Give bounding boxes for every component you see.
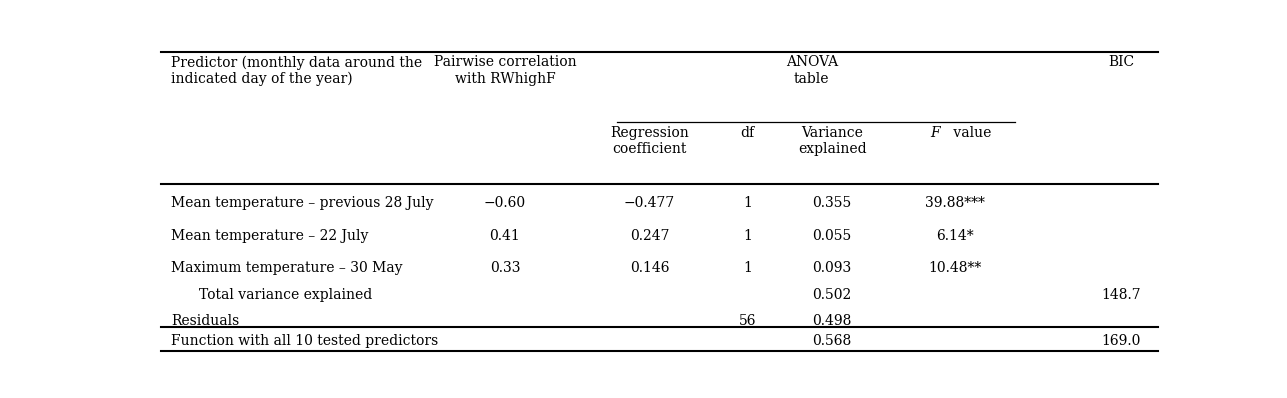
Text: 0.247: 0.247 — [629, 228, 669, 242]
Text: ANOVA
table: ANOVA table — [785, 55, 838, 86]
Text: df: df — [740, 126, 754, 140]
Text: BIC: BIC — [1108, 55, 1134, 69]
Text: 0.146: 0.146 — [629, 261, 669, 275]
Text: 148.7: 148.7 — [1102, 288, 1142, 302]
Text: Residuals: Residuals — [171, 314, 239, 328]
Text: −0.477: −0.477 — [624, 196, 676, 211]
Text: Mean temperature – previous 28 July: Mean temperature – previous 28 July — [171, 196, 434, 211]
Text: Regression
coefficient: Regression coefficient — [610, 126, 689, 156]
Text: Predictor (monthly data around the
indicated day of the year): Predictor (monthly data around the indic… — [171, 55, 422, 86]
Text: 1: 1 — [743, 228, 752, 242]
Text: Total variance explained: Total variance explained — [198, 288, 372, 302]
Text: 39.88***: 39.88*** — [925, 196, 985, 211]
Text: 0.355: 0.355 — [812, 196, 852, 211]
Text: 1: 1 — [743, 196, 752, 211]
Text: 6.14*: 6.14* — [936, 228, 974, 242]
Text: 0.093: 0.093 — [812, 261, 852, 275]
Text: Maximum temperature – 30 May: Maximum temperature – 30 May — [171, 261, 403, 275]
Text: 0.498: 0.498 — [812, 314, 852, 328]
Text: 10.48**: 10.48** — [928, 261, 982, 275]
Text: Variance
explained: Variance explained — [798, 126, 866, 156]
Text: 0.568: 0.568 — [812, 334, 852, 348]
Text: −0.60: −0.60 — [484, 196, 526, 211]
Text: value: value — [949, 126, 991, 140]
Text: F: F — [931, 126, 940, 140]
Text: Pairwise correlation
with RWhighF: Pairwise correlation with RWhighF — [434, 55, 577, 86]
Text: 169.0: 169.0 — [1102, 334, 1142, 348]
Text: Mean temperature – 22 July: Mean temperature – 22 July — [171, 228, 368, 242]
Text: 0.41: 0.41 — [489, 228, 520, 242]
Text: 0.33: 0.33 — [490, 261, 520, 275]
Text: 0.055: 0.055 — [812, 228, 852, 242]
Text: 56: 56 — [739, 314, 755, 328]
Text: Function with all 10 tested predictors: Function with all 10 tested predictors — [171, 334, 438, 348]
Text: 1: 1 — [743, 261, 752, 275]
Text: 0.502: 0.502 — [812, 288, 852, 302]
